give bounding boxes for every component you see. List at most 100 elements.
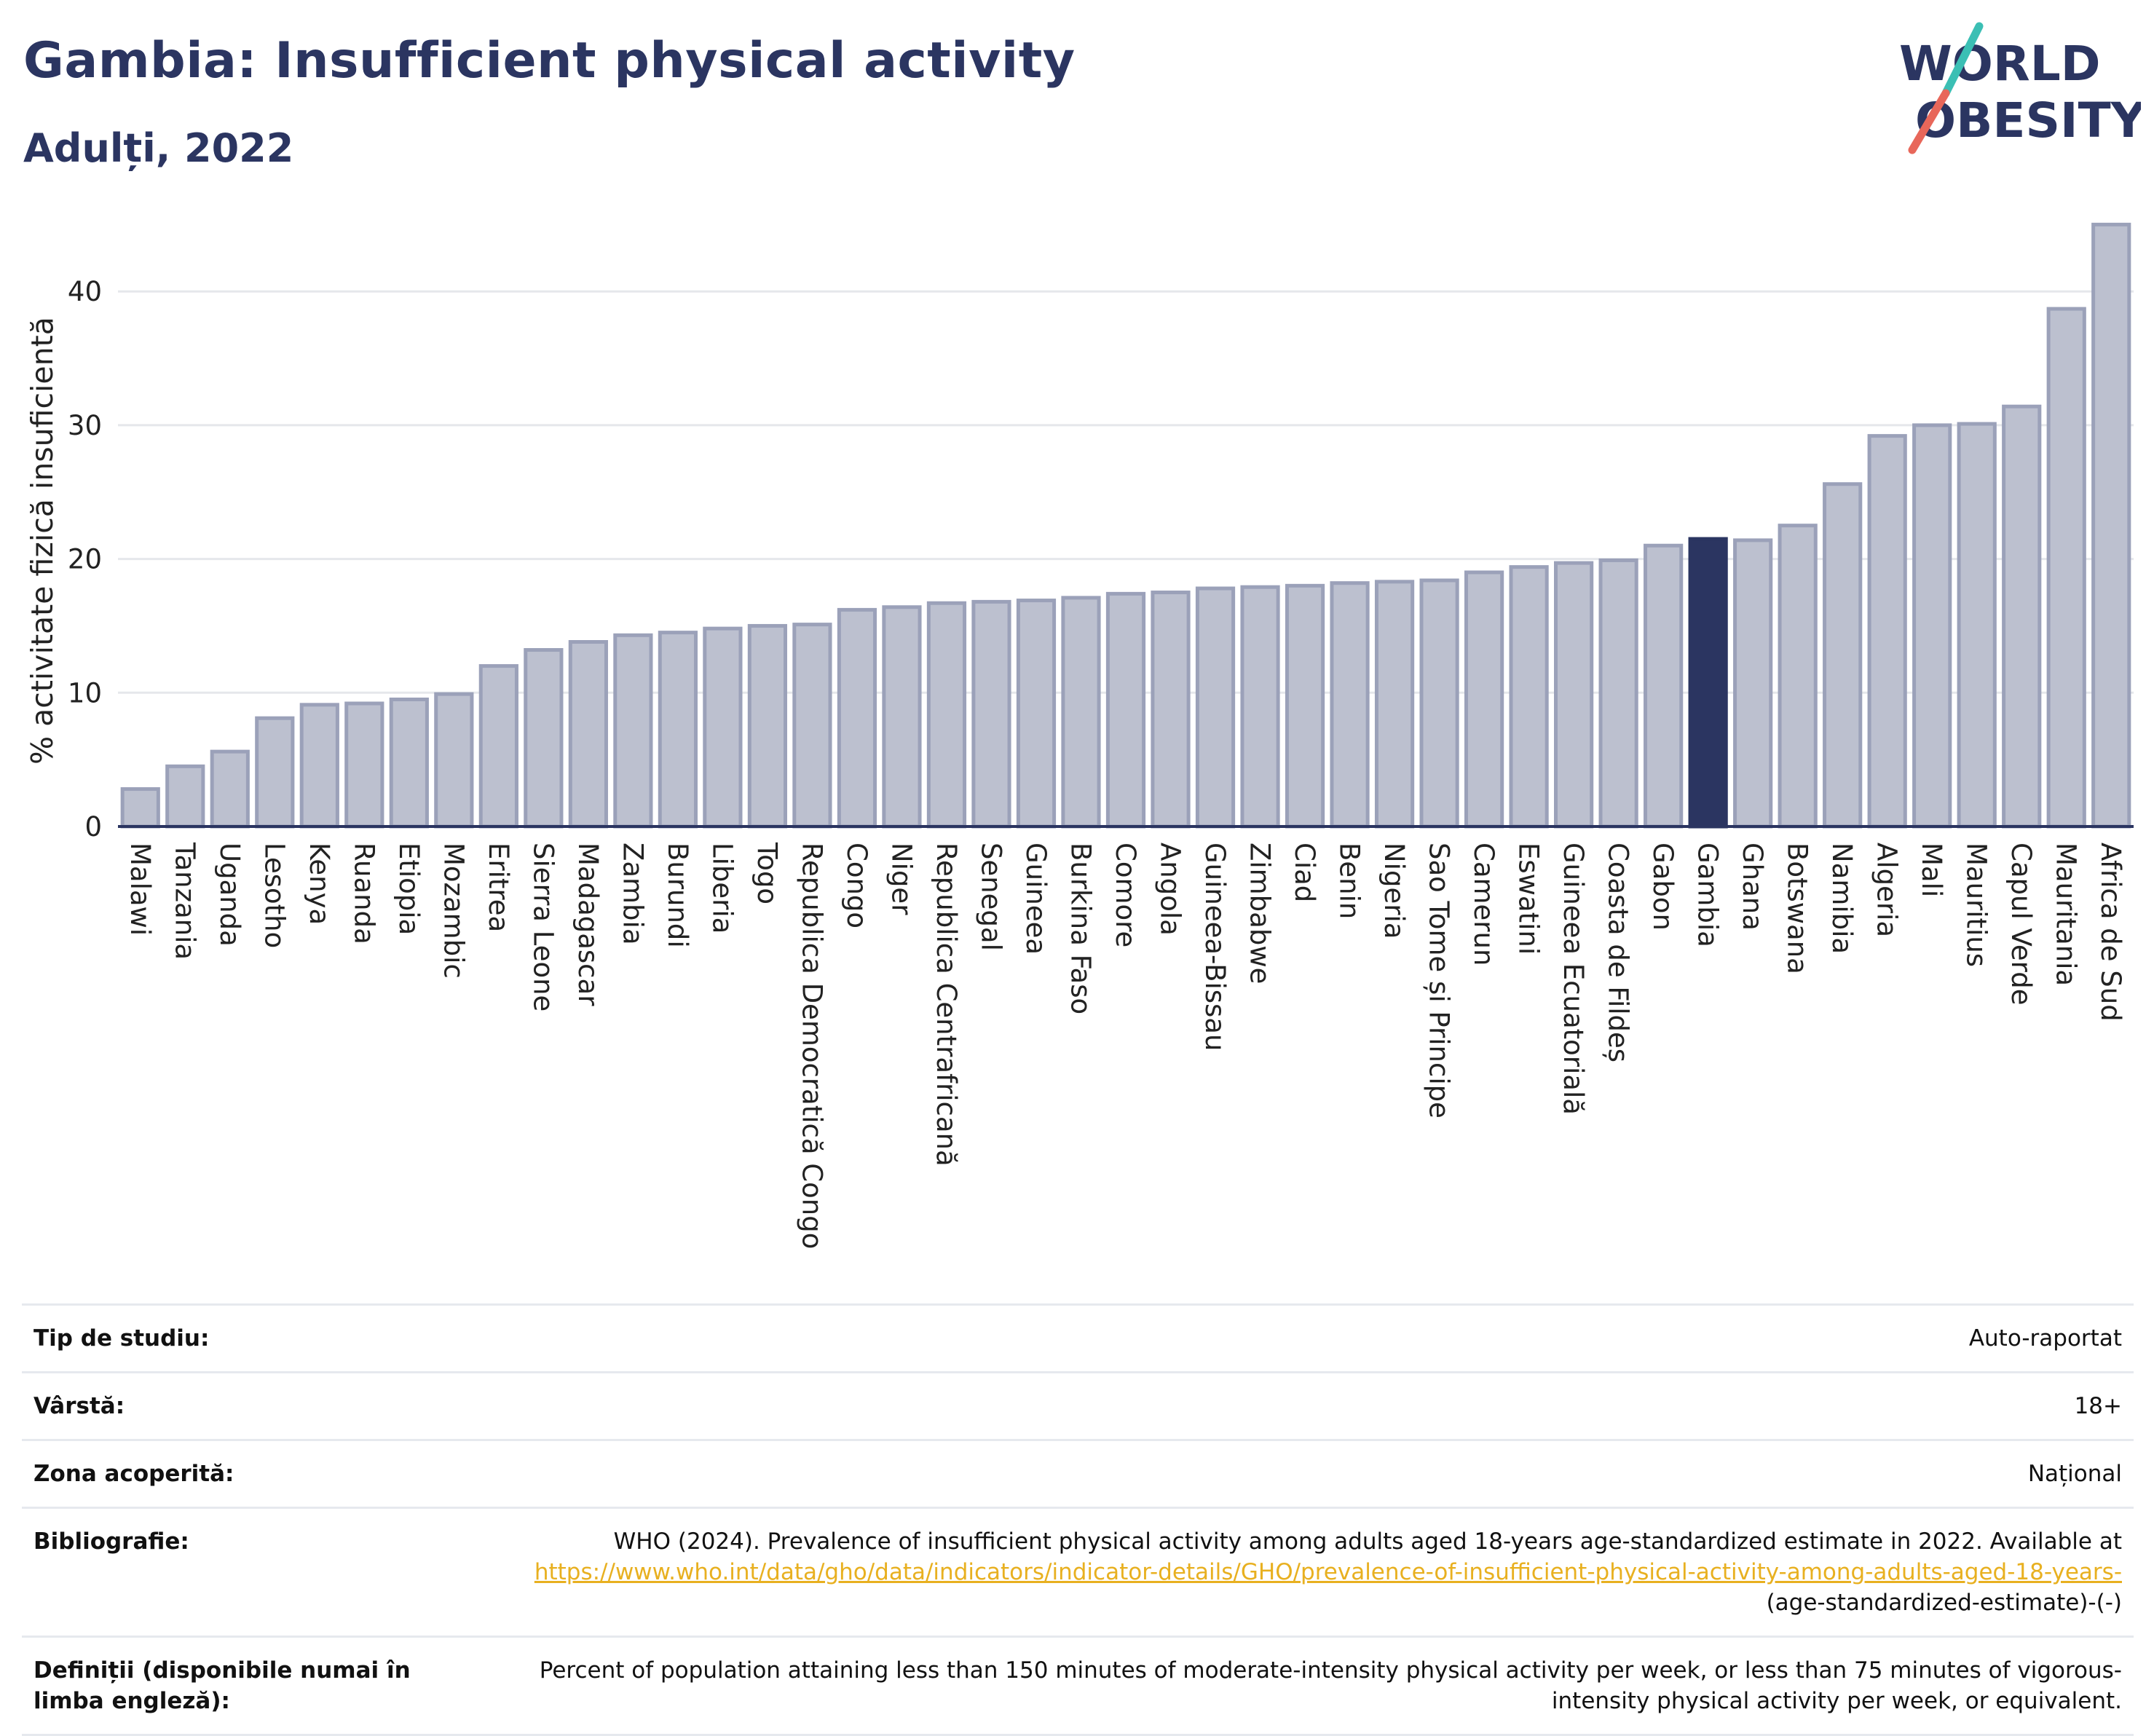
x-tick-label: Capul Verde (2005, 843, 2037, 1006)
x-tick-label: Coasta de Fildeș (1603, 843, 1634, 1062)
bar (1598, 558, 1638, 829)
x-tick-label: Angola (1155, 843, 1186, 936)
meta-row-study-type: Tip de studiu: Auto-raportat (22, 1303, 2134, 1373)
bar (1195, 586, 1236, 829)
bar (882, 605, 922, 829)
x-tick-label: Botswana (1782, 843, 1813, 974)
meta-label: Tip de studiu: (22, 1303, 485, 1373)
bar (1823, 482, 1863, 829)
x-tick-label: Republica Centrafricană (931, 843, 962, 1167)
bar (2002, 404, 2042, 829)
page-title: Gambia: Insufficient physical activity (23, 32, 1076, 90)
bar (1061, 596, 1101, 829)
bar (1733, 538, 1773, 829)
x-tick-label: Liberia (706, 843, 738, 934)
x-tick-label: Guineea (1020, 843, 1052, 955)
bar (1867, 434, 1907, 829)
bar (1330, 581, 1370, 829)
meta-label: Vârstă: (22, 1371, 485, 1440)
bar (1554, 561, 1594, 829)
x-tick-label: Etiopia (393, 843, 425, 935)
y-tick-label: 40 (68, 276, 102, 307)
x-tick-label: Mali (1916, 843, 1947, 897)
bar (344, 701, 384, 829)
x-tick-label: Zimbabwe (1244, 843, 1276, 984)
x-tick-label: Africa de Sud (2095, 843, 2126, 1022)
x-tick-label: Gabon (1647, 843, 1678, 931)
x-tick-label: Mauritius (1961, 843, 1992, 967)
x-tick-label: Congo (841, 843, 872, 928)
bar (792, 623, 832, 829)
bar (658, 631, 698, 829)
x-tick-label: Togo (751, 842, 783, 904)
metadata-table: Tip de studiu: Auto-raportat Vârstă: 18+… (22, 1303, 2134, 1736)
meta-value: WHO (2024). Prevalence of insufficient p… (485, 1507, 2134, 1637)
meta-value: Percent of population attaining less tha… (485, 1636, 2134, 1736)
y-tick-label: 20 (68, 544, 102, 575)
bibliography-tail: (age-standardized-estimate)-(-) (1766, 1590, 2122, 1616)
bibliography-text: WHO (2024). Prevalence of insufficient p… (613, 1528, 2122, 1555)
y-tick-label: 10 (68, 677, 102, 709)
x-tick-label: Namibia (1826, 843, 1858, 954)
x-tick-label: Mozambic (438, 843, 469, 979)
bibliography-link[interactable]: https://www.who.int/data/gho/data/indica… (534, 1559, 2122, 1585)
x-tick-label: Eswatini (1513, 843, 1545, 955)
x-tick-label: Gambia (1692, 843, 1724, 947)
bar (926, 601, 967, 829)
meta-label: Definiții (disponibile numai în limba en… (22, 1636, 485, 1736)
meta-row-age: Vârstă: 18+ (22, 1371, 2134, 1440)
bar (524, 648, 564, 829)
bar (478, 664, 518, 829)
bars (120, 222, 2131, 829)
x-tick-label: Malawi (125, 843, 156, 936)
bar (1285, 583, 1325, 829)
x-tick-label: Camerun (1468, 843, 1499, 966)
bar (1374, 580, 1415, 829)
bar (389, 697, 429, 829)
bar (120, 787, 160, 829)
x-tick-label: Guineea-Bissau (1199, 843, 1231, 1051)
page-subtitle: Adulți, 2022 (23, 125, 294, 171)
bar (568, 640, 608, 829)
bar (1240, 585, 1280, 829)
bar (165, 764, 205, 829)
x-tick-label: Algeria (1871, 843, 1903, 937)
y-tick-label: 0 (84, 811, 102, 843)
bar (2046, 307, 2086, 829)
x-tick-label: Ciad (1289, 843, 1320, 902)
bar (1957, 422, 1997, 829)
x-tick-label: Zambia (617, 843, 648, 945)
meta-row-bibliography: Bibliografie: WHO (2024). Prevalence of … (22, 1507, 2134, 1637)
x-tick-label: Burkina Faso (1065, 843, 1096, 1014)
logo-line-1: WORLD (1899, 36, 2101, 92)
bar (1419, 578, 1459, 829)
x-tick-label: Madagascar (572, 843, 604, 1006)
x-tick-label: Guineea Ecuatorială (1558, 843, 1589, 1115)
logo-slash-bottom (1908, 89, 1950, 154)
x-tick-label: Eritrea (483, 843, 514, 932)
world-obesity-logo: WORLD OBESITY (1899, 22, 2141, 154)
bar (1151, 591, 1191, 829)
x-tick-label: Ghana (1737, 843, 1768, 931)
bar-highlighted (1688, 537, 1728, 829)
bar-chart: 0 10 20 30 40 Malawi Tanzania Uganda Lesotho Ken… (25, 222, 2134, 1249)
bar (1016, 599, 1057, 829)
bar (2091, 222, 2131, 829)
meta-value: 18+ (485, 1371, 2134, 1440)
x-tick-label: Lesotho (259, 843, 290, 948)
meta-row-coverage: Zona acoperită: Național (22, 1439, 2134, 1508)
y-axis-label: % activitate fizică insuficientă (25, 317, 60, 765)
x-tick-label: Republica Democratică Congo (796, 843, 827, 1249)
bar (703, 626, 743, 829)
x-tick-label: Burundi (662, 843, 693, 948)
x-tick-label: Benin (1334, 843, 1365, 919)
bar (1464, 570, 1504, 829)
meta-value: Național (485, 1439, 2134, 1508)
bar (1509, 565, 1549, 829)
x-tick-label: Mauritania (2051, 843, 2082, 986)
x-tick-label: Ruanda (348, 843, 379, 944)
bar (1644, 543, 1684, 829)
x-tick-label: Uganda (214, 843, 245, 947)
logo-slash-top (1941, 22, 1984, 98)
bar (613, 633, 653, 829)
